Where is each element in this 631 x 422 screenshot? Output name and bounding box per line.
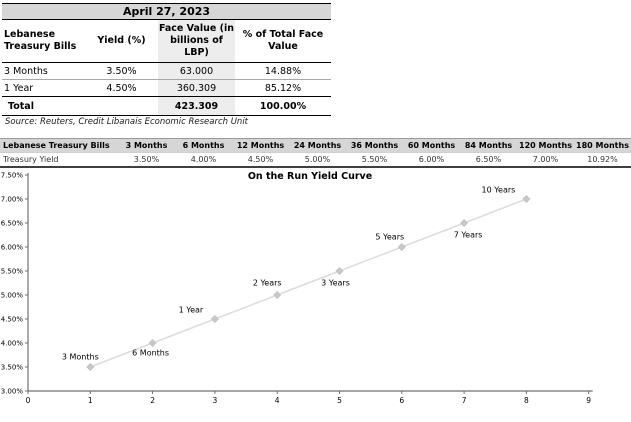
yield-cell: 4.50% (106, 82, 137, 94)
tenor-header: 60 Months (407, 141, 456, 150)
total-label: Total (8, 100, 34, 112)
svg-text:1: 1 (88, 396, 93, 405)
tenor-header: 120 Months (519, 141, 572, 150)
tenor-header: 36 Months (350, 141, 399, 150)
yield-value: 4.00% (190, 155, 217, 164)
svg-text:4.50%: 4.50% (1, 316, 24, 324)
svg-text:2 Years: 2 Years (253, 279, 282, 288)
svg-text:7: 7 (462, 396, 467, 405)
svg-text:7.50%: 7.50% (1, 172, 24, 180)
svg-text:7 Years: 7 Years (454, 231, 483, 240)
yield-table-data-row: Treasury Yield 3.50% 4.00% 4.50% 5.00% 5… (0, 152, 631, 168)
svg-text:6.50%: 6.50% (1, 220, 24, 228)
face-value-cell: 360.309 (158, 80, 235, 96)
svg-text:2: 2 (150, 396, 155, 405)
tenor-header: 24 Months (293, 141, 342, 150)
svg-text:3: 3 (213, 396, 218, 405)
yield-value: 5.50% (361, 155, 388, 164)
header-cell: Yield (%) (97, 35, 146, 47)
yield-curve-svg: 3.00% 3.50% 4.00% 4.50% 5.00% 5.50% 6.00% 6.50%… (1, 172, 593, 405)
svg-text:8: 8 (524, 396, 529, 405)
chart-title: On the Run Yield Curve (247, 171, 373, 182)
date-header: April 27, 2023 (2, 3, 331, 20)
total-yield (85, 97, 158, 115)
svg-text:3 Years: 3 Years (321, 279, 350, 288)
yield-cell: 3.50% (106, 65, 137, 77)
header-cell: Lebanese Treasury Bills (4, 29, 77, 52)
svg-text:10 Years: 10 Years (481, 186, 515, 195)
tenor-header: 180 Months (576, 141, 629, 150)
pct-cell: 85.12% (264, 82, 302, 94)
svg-text:5: 5 (337, 396, 342, 405)
svg-text:3.50%: 3.50% (1, 364, 24, 372)
tenor-header: 12 Months (236, 141, 285, 150)
total-row: Total 423.309 100.00% (2, 96, 331, 116)
svg-text:7.00%: 7.00% (1, 196, 24, 204)
summary-table: April 27, 2023 Lebanese Treasury Bills Y… (2, 3, 331, 116)
header-cell: % of Total Face Value (242, 29, 324, 52)
tenor-header: 3 Months (125, 141, 168, 150)
yield-value: 6.50% (475, 155, 502, 164)
yield-value: 6.00% (418, 155, 445, 164)
svg-text:6: 6 (399, 396, 404, 405)
total-face-value: 423.309 (158, 97, 235, 115)
svg-text:3 Months: 3 Months (62, 353, 99, 362)
total-pct: 100.00% (259, 100, 307, 112)
row-label-cell: Treasury Yield (3, 155, 59, 164)
table-row: 1 Year 4.50% 360.309 85.12% (2, 80, 331, 96)
yield-value: 3.50% (133, 155, 160, 164)
face-value-cell: 63.000 (158, 63, 235, 79)
header-cell: Face Value (in billions of LBP) (158, 20, 235, 62)
svg-text:5.50%: 5.50% (1, 268, 24, 276)
tenor-cell: 3 Months (4, 65, 48, 77)
table-row: 3 Months 3.50% 63.000 14.88% (2, 63, 331, 80)
svg-text:6 Months: 6 Months (132, 349, 169, 358)
svg-text:1 Year: 1 Year (179, 306, 204, 315)
svg-text:4.00%: 4.00% (1, 340, 24, 348)
svg-text:3.00%: 3.00% (1, 388, 24, 396)
yield-value: 10.92% (587, 155, 618, 164)
pct-cell: 14.88% (264, 65, 302, 77)
yield-table-header-row: Lebanese Treasury Bills 3 Months 6 Month… (0, 138, 631, 152)
yield-table: Lebanese Treasury Bills 3 Months 6 Month… (0, 138, 631, 168)
yield-curve-chart: On the Run Yield Curve 3.00% 3.50% 4.00% 4.… (0, 170, 631, 422)
source-note: Source: Reuters, Credit Libanais Economi… (5, 117, 249, 127)
yield-value: 7.00% (532, 155, 559, 164)
svg-text:4: 4 (275, 396, 280, 405)
tenor-header: 84 Months (464, 141, 513, 150)
yield-value: 5.00% (304, 155, 331, 164)
svg-text:0: 0 (26, 396, 31, 405)
yield-value: 4.50% (247, 155, 274, 164)
svg-text:9: 9 (586, 396, 591, 405)
row-header-cell: Lebanese Treasury Bills (3, 141, 110, 150)
summary-header-row: Lebanese Treasury Bills Yield (%) Face V… (2, 20, 331, 63)
svg-text:5 Years: 5 Years (375, 233, 404, 242)
svg-text:6.00%: 6.00% (1, 244, 24, 252)
tenor-cell: 1 Year (4, 82, 34, 94)
tenor-header: 6 Months (182, 141, 225, 150)
svg-text:5.00%: 5.00% (1, 292, 24, 300)
